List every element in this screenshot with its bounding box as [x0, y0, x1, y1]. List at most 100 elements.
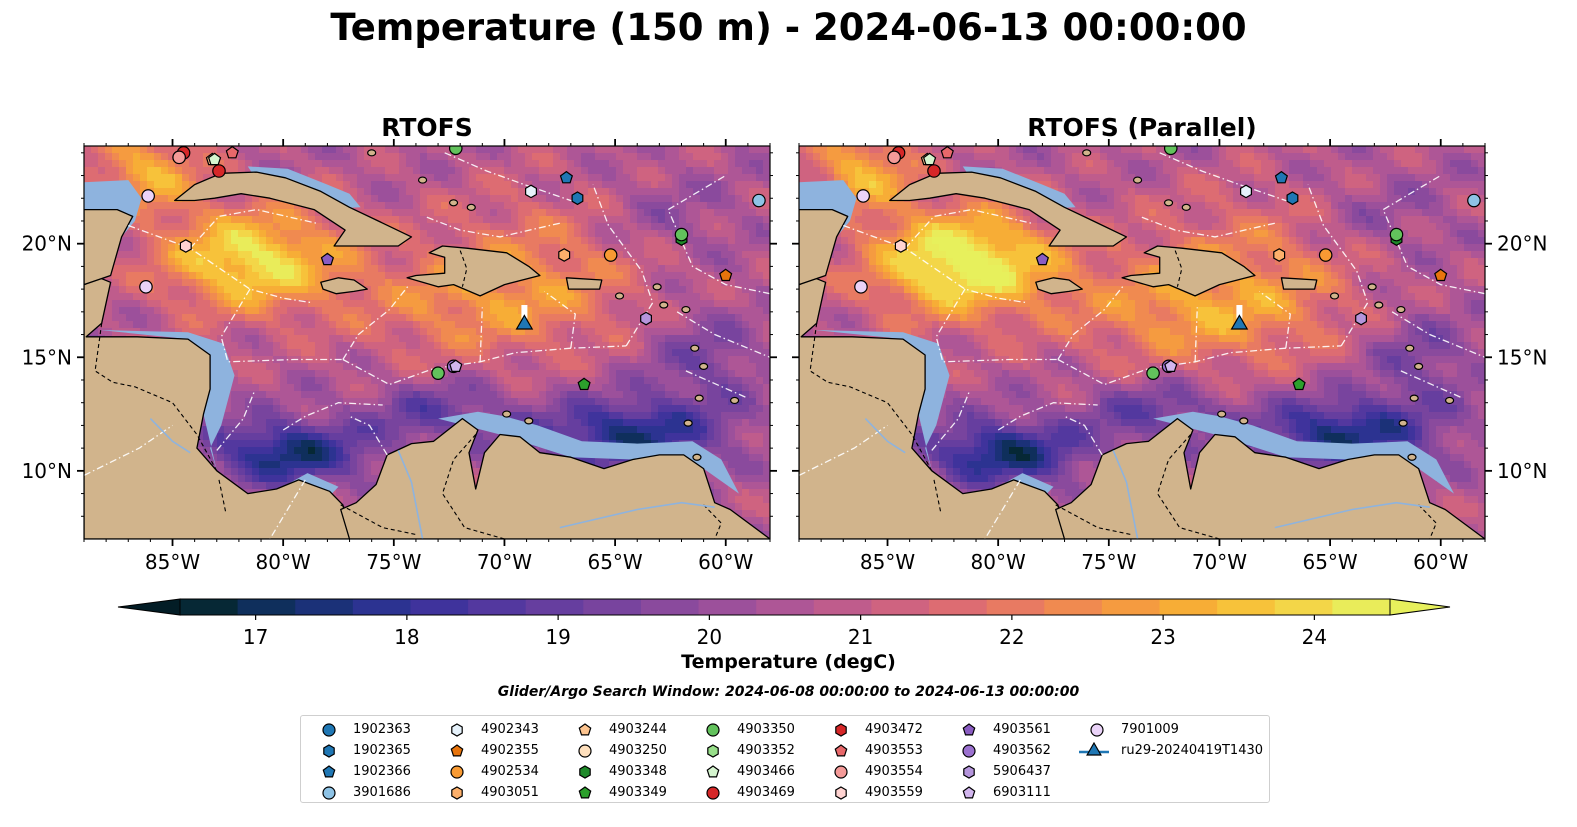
- legend-entry: 4903250: [567, 740, 667, 761]
- platform-marker-6903111: [1164, 359, 1178, 372]
- country-border: [703, 504, 722, 539]
- colorbar-tick-label: 17: [243, 625, 268, 649]
- eez-boundary: [189, 208, 317, 249]
- eez-boundary: [997, 402, 1098, 431]
- lon-tick-label: 80°W: [256, 550, 311, 574]
- legend-label: 4903350: [737, 722, 795, 737]
- legend-entry: 4903348: [567, 761, 667, 782]
- map-panel-rtofs-parallel: 85°W 80°W 75°W 70°W 65°W 60°W 20°N 15°N 10°N: [792, 139, 1547, 574]
- legend-label: 3901686: [353, 785, 411, 800]
- land-hispaniola: [406, 245, 541, 297]
- eez-boundary: [931, 391, 971, 451]
- lon-tick-label: 70°W: [1192, 550, 1247, 574]
- legend-label: 1902363: [353, 722, 411, 737]
- lon-tick-label: 75°W: [1081, 550, 1136, 574]
- legend-column: 4903472 4903553 4903554 4903559: [823, 719, 923, 803]
- eez-boundary: [685, 370, 749, 399]
- lon-tick-label: 65°W: [587, 550, 642, 574]
- island: [1329, 292, 1340, 300]
- legend-entry: 4903559: [823, 782, 923, 803]
- eez-boundary: [1400, 370, 1464, 399]
- legend-entry: 1902363: [311, 719, 411, 740]
- platform-marker-4903349: [577, 377, 591, 391]
- eez-boundary: [84, 424, 173, 476]
- eez-boundary: [904, 208, 1032, 249]
- colorbar-tick-label: 22: [999, 625, 1024, 649]
- river: [864, 418, 906, 454]
- lon-tick-label: 60°W: [1413, 550, 1468, 574]
- eez-boundary: [424, 215, 560, 238]
- island: [1396, 305, 1406, 314]
- legend-marker-circle-icon: [706, 722, 720, 737]
- legend-label: 4902534: [481, 764, 539, 779]
- eez-boundary: [342, 284, 410, 360]
- platform-marker-3901686: [1467, 193, 1481, 208]
- legend-label: 7901009: [1121, 722, 1179, 737]
- legend-marker-circle-icon: [1090, 722, 1104, 737]
- colorbar-segment: [1101, 599, 1161, 615]
- platform-marker-1902365: [1286, 191, 1299, 206]
- island: [659, 301, 669, 309]
- legend-marker-pentagon-icon: [578, 785, 592, 798]
- legend-marker: [450, 764, 464, 779]
- legend-column: 7901009 ru29-20240419T1430: [1079, 719, 1263, 761]
- land-puerto-rico: [1280, 277, 1318, 290]
- platform-marker-7901009: [139, 280, 153, 294]
- land-jamaica: [1035, 277, 1083, 295]
- country-border: [1156, 434, 1220, 539]
- colorbar-segment: [1274, 599, 1333, 615]
- eez-boundary: [128, 224, 313, 304]
- legend-marker: [450, 743, 464, 756]
- legend-entry: 1902365: [311, 740, 411, 761]
- platform-marker-1902365: [571, 191, 584, 206]
- land-central-america: [84, 277, 351, 539]
- eez-boundary: [843, 224, 1028, 304]
- lon-tick-label: 75°W: [366, 550, 421, 574]
- island: [1444, 396, 1455, 405]
- legend-marker: [963, 764, 975, 779]
- lon-tick-label: 85°W: [860, 550, 915, 574]
- legend-marker: [706, 764, 720, 777]
- colorbar-tick-label: 18: [394, 625, 419, 649]
- island: [614, 292, 625, 300]
- colorbar-segment: [525, 599, 584, 615]
- platform-marker-4902355: [719, 268, 733, 282]
- island: [1374, 301, 1384, 309]
- colorbar-segment: [180, 599, 239, 615]
- legend-label: 4903244: [609, 722, 667, 737]
- legend-marker-pentagon-icon: [450, 743, 464, 756]
- colorbar-segment: [295, 599, 354, 615]
- legend-entry: 7901009: [1079, 719, 1263, 740]
- eez-boundary: [1194, 307, 1198, 362]
- legend-entry: 4903469: [695, 782, 795, 803]
- legend-entry: 4903349: [567, 782, 667, 803]
- colorbar-tick-label: 20: [697, 625, 722, 649]
- legend-marker: [322, 785, 336, 800]
- lat-tick-label: 20°N: [1497, 232, 1547, 256]
- platform-marker-4903466: [207, 152, 222, 166]
- platform-marker-7901009: [854, 280, 868, 294]
- colorbar-tick-label: 24: [1302, 625, 1327, 649]
- island: [681, 305, 691, 314]
- platform-marker-4903559: [894, 239, 907, 253]
- island: [1239, 417, 1249, 425]
- lon-tick-label: 60°W: [698, 550, 753, 574]
- island: [367, 149, 377, 157]
- colorbar-segment: [813, 599, 873, 615]
- legend-entry: 4903472: [823, 719, 923, 740]
- island: [1163, 199, 1174, 207]
- lat-tick-label: 15°N: [1497, 345, 1547, 369]
- platform-marker-4903466: [922, 152, 937, 166]
- eez-boundary: [935, 288, 1058, 363]
- colorbar-segment: [1159, 599, 1218, 615]
- map-frame: [798, 145, 1486, 540]
- colorbar-segment: [929, 599, 988, 615]
- legend-marker: [322, 722, 336, 737]
- legend-label: 4903561: [993, 722, 1051, 737]
- land-cuba: [889, 171, 1128, 247]
- island: [1217, 410, 1227, 418]
- eez-boundary: [216, 391, 256, 451]
- platform-marker-4902534: [1318, 248, 1333, 262]
- legend-marker-hexagon-icon: [835, 722, 847, 737]
- legend-marker: [962, 722, 976, 735]
